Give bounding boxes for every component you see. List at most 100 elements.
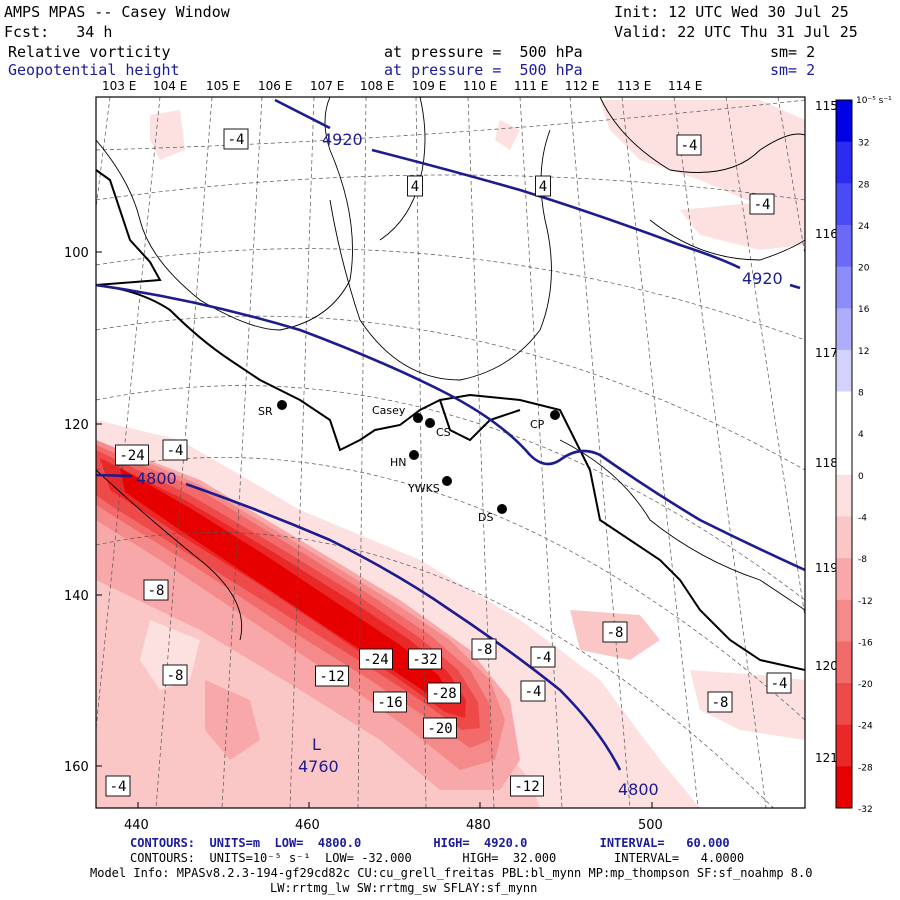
lon-label: 114 E: [668, 79, 702, 93]
colorbar-swatch: [836, 474, 852, 517]
colorbar-tick-label: -12: [858, 597, 873, 607]
vorticity-label-box: [315, 665, 349, 687]
height-label: 4800: [136, 469, 177, 488]
vorticity-label: -12: [514, 779, 539, 795]
vorticity-label-box: [162, 439, 188, 461]
station-label: SR: [258, 405, 273, 418]
colorbar-swatch: [836, 683, 852, 726]
station-marker: [497, 504, 507, 514]
colorbar-tick-label: -24: [858, 722, 873, 732]
field1-level: at pressure = 500 hPa: [384, 43, 583, 61]
init-time: Init: 12 UTC Wed 30 Jul 25: [614, 3, 849, 21]
vorticity-label: -8: [476, 642, 493, 658]
colorbar-swatch: [836, 224, 852, 268]
height-label: 4920: [322, 130, 363, 149]
vorticity-label-box: [707, 691, 733, 713]
lon-label: 106 E: [258, 79, 292, 93]
y-tick-label: 100: [64, 246, 89, 261]
x-tick-label: 500: [638, 818, 663, 833]
colorbar-swatch: [836, 641, 852, 684]
colorbar-swatch: [836, 100, 852, 143]
station-marker: [550, 410, 560, 420]
colorbar-tick-label: 12: [858, 347, 869, 357]
colorbar-swatch: [836, 433, 852, 476]
lon-label: 104 E: [153, 79, 187, 93]
vorticity-label-box: [407, 175, 423, 197]
colorbar-tick-label: -28: [858, 763, 873, 773]
vorticity-label-box: [676, 134, 702, 156]
colorbar-tick-label: -32: [858, 805, 873, 815]
colorbar: 32 28 24 20 16 12 8 4 0 -4 -8 -12 -16 -20 -24 -28 -32: [835, 99, 873, 815]
plot-title: AMPS MPAS -- Casey Window: [4, 3, 230, 21]
coastline: [96, 169, 805, 671]
geopotential-height-contours: [96, 98, 805, 771]
colorbar-border: [835, 99, 853, 809]
colorbar-tick-label: 16: [858, 305, 870, 315]
colorbar-tick-label: 8: [858, 389, 864, 399]
vorticity-labels: -4 -4 4 4 -4 -24 -4 -8 -8 -8 -4 -24 -32 -8 -4 -12 -28 -16…: [105, 128, 792, 797]
vorticity-label: -4: [681, 138, 698, 154]
vorticity-label: -12: [319, 669, 344, 685]
colorbar-tick-label: 28: [858, 180, 870, 190]
footer-model-info: Model Info: MPASv8.2.3-194-gf29cd82c CU:…: [90, 866, 813, 880]
height-labels: 4920 4920 4800 4800 L 4760: [136, 130, 783, 799]
colorbar-swatch: [836, 183, 852, 226]
x-tick-label: 460: [295, 818, 320, 833]
station-marker: [277, 400, 287, 410]
vorticity-label-box: [105, 775, 131, 797]
vorticity-label: -4: [110, 779, 127, 795]
vorticity-label: -8: [607, 625, 624, 641]
vorticity-label: -4: [167, 443, 184, 459]
station-marker: [409, 450, 419, 460]
x-axis: 440 460 480 500: [124, 802, 663, 833]
field2-name: Geopotential height: [8, 61, 180, 79]
vorticity-label: -8: [712, 695, 729, 711]
colorbar-swatch: [836, 266, 852, 309]
y-tick-label: 120: [64, 418, 89, 433]
vorticity-label: -4: [754, 197, 771, 213]
field1-smoothing: sm= 2: [770, 43, 816, 61]
colorbar-tick-label: 20: [858, 264, 870, 274]
terrain-contours: [96, 97, 805, 641]
x-tick-label: 440: [124, 818, 149, 833]
vorticity-label: -28: [431, 686, 456, 702]
longitude-labels-top: 103 E 104 E 105 E 106 E 107 E 108 E 109 …: [102, 79, 702, 93]
station-label: DS: [478, 511, 493, 524]
vorticity-label-box: [471, 638, 497, 660]
vorticity-label-box: [373, 691, 407, 713]
station-marker: [425, 418, 435, 428]
vorticity-label: -8: [148, 583, 165, 599]
colorbar-tick-label: -20: [858, 680, 873, 690]
vorticity-label-box: [749, 193, 775, 215]
lon-label: 111 E: [514, 79, 548, 93]
vorticity-label-box: [427, 682, 461, 704]
colorbar-tick-label: 0: [858, 472, 864, 482]
vorticity-label-box: [535, 175, 551, 197]
vorticity-label-box: [408, 648, 442, 670]
colorbar-tick-label: 32: [858, 139, 869, 149]
field1-name: Relative vorticity: [8, 43, 171, 61]
vorticity-label-box: [162, 664, 188, 686]
field2-level: at pressure = 500 hPa: [384, 61, 583, 79]
colorbar-tick-label: -16: [858, 638, 873, 648]
colorbar-swatch: [836, 599, 852, 642]
forecast-hour: Fcst: 34 h: [4, 23, 113, 41]
vorticity-label-box: [530, 646, 556, 668]
stations: SR Casey CS CP HN YWKS DS: [258, 400, 560, 524]
low-center-letter: L: [312, 735, 321, 754]
station-label: Casey: [372, 404, 406, 417]
vorticity-label-box: [115, 444, 149, 466]
y-axis: 100 120 140 160: [64, 246, 102, 775]
station-label: CP: [530, 418, 545, 431]
station-label: YWKS: [407, 482, 440, 495]
low-center-value: 4760: [298, 757, 339, 776]
lon-label: 110 E: [463, 79, 497, 93]
footer-height-contours: CONTOURS: UNITS=m LOW= 4800.0 HIGH= 4920…: [130, 836, 730, 850]
colorbar-tick-label: 24: [858, 222, 870, 232]
vorticity-label-box: [359, 648, 393, 670]
vorticity-label: -8: [167, 668, 184, 684]
vorticity-label-box: [423, 717, 457, 739]
vorticity-label: 4: [539, 179, 547, 195]
lon-label: 112 E: [565, 79, 599, 93]
colorbar-unit: 10⁻⁵ s⁻¹: [856, 96, 892, 106]
